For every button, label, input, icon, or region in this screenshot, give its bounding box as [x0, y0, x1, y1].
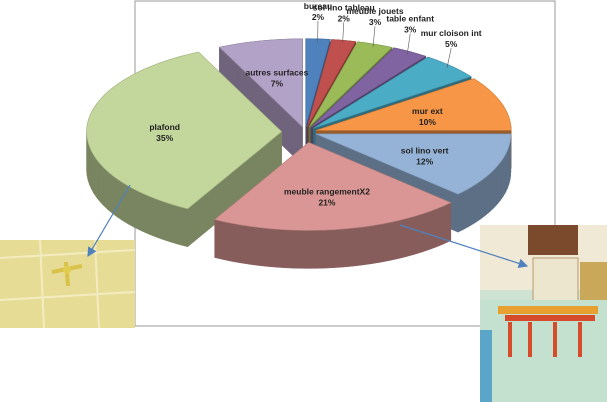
slice-side: [475, 180, 481, 224]
slice-label: plafond: [149, 122, 180, 132]
value-label: 3%: [369, 17, 382, 27]
value-label: 35%: [156, 133, 173, 143]
leader-line: [406, 33, 411, 55]
slice-side: [277, 229, 288, 269]
slice-side: [93, 154, 97, 199]
slice-top: [316, 78, 512, 131]
slice-side: [496, 161, 501, 206]
slice-side: [296, 230, 307, 269]
slice-side: [162, 201, 172, 243]
slice-side: [324, 229, 335, 269]
value-label: 12%: [416, 156, 433, 166]
slice-side: [128, 185, 136, 229]
slice-side: [480, 177, 486, 220]
slice: [214, 141, 452, 269]
slice-side: [99, 162, 104, 207]
slice-top: [305, 38, 331, 127]
slice-side: [141, 192, 149, 235]
slice-label: sol lino vert: [401, 145, 449, 155]
slice-side: [493, 165, 498, 209]
slice-label: table enfant: [386, 14, 434, 24]
slice-label: meuble rangementX2: [284, 187, 370, 197]
slice-top: [86, 51, 283, 210]
slice-side: [405, 216, 415, 257]
arrow: [399, 224, 529, 268]
slice-side: [148, 195, 156, 238]
slice-label: mur cloison int: [421, 28, 482, 38]
slice-top: [214, 142, 452, 231]
slice-side: [305, 230, 316, 269]
ceiling-photo: [0, 239, 136, 329]
slice-side: [103, 166, 108, 210]
slice-side: [362, 225, 372, 266]
slice-side: [397, 218, 407, 260]
slice-label: meuble jouets: [346, 6, 403, 16]
slice-side: [457, 190, 465, 233]
slice-top: [310, 47, 427, 128]
slice-side: [90, 150, 94, 194]
slice-side: [107, 170, 113, 214]
slice-label: sol lino tableau: [313, 2, 375, 12]
slice-side: [463, 187, 471, 230]
slice-top: [306, 39, 357, 127]
value-label: 10%: [419, 117, 436, 127]
slice-side: [178, 206, 188, 248]
slice-side: [315, 229, 326, 269]
pie: [86, 38, 512, 269]
value-label: 7%: [271, 78, 284, 88]
leader-line: [372, 26, 376, 47]
slice-side: [469, 184, 476, 227]
slice-top: [218, 38, 303, 128]
slice-side: [500, 157, 504, 202]
slice-label: mur ext: [412, 106, 443, 116]
value-label: 3%: [404, 25, 417, 35]
slice-label: bureau: [304, 1, 332, 11]
slice-side: [334, 228, 345, 268]
slice-side: [96, 158, 100, 203]
slice-side: [505, 150, 508, 193]
slice-top: [315, 133, 512, 195]
slice-side: [414, 213, 423, 255]
slice-top: [308, 41, 393, 128]
slice-side: [352, 226, 363, 267]
value-label: 2%: [338, 13, 351, 23]
arrow: [87, 184, 131, 258]
slice-side: [489, 169, 494, 213]
slice: [86, 51, 283, 248]
slice-side: [371, 223, 381, 265]
slice-side: [267, 228, 278, 268]
slice-label: autres surfaces: [246, 67, 309, 77]
slice-side: [258, 227, 269, 267]
leader-line: [446, 47, 452, 68]
value-label: 2%: [312, 12, 325, 22]
slice-side: [485, 173, 490, 217]
slice-side: [343, 227, 354, 268]
leader-line: [342, 22, 345, 43]
slice-side: [388, 220, 399, 261]
slice-side: [155, 198, 164, 240]
slice-side: [502, 153, 506, 198]
slice-side: [421, 211, 431, 253]
value-label: 21%: [318, 198, 335, 208]
slice-side: [429, 208, 438, 250]
value-label: 5%: [445, 39, 458, 49]
slice-top: [313, 56, 472, 129]
slice-side: [380, 222, 390, 263]
classroom-photo: [480, 225, 607, 402]
slice-side: [443, 202, 452, 245]
slice-side: [249, 226, 260, 266]
slice-side: [436, 205, 445, 248]
slice-side: [286, 229, 297, 269]
slice-side: [170, 203, 180, 245]
slice-side: [134, 189, 142, 232]
